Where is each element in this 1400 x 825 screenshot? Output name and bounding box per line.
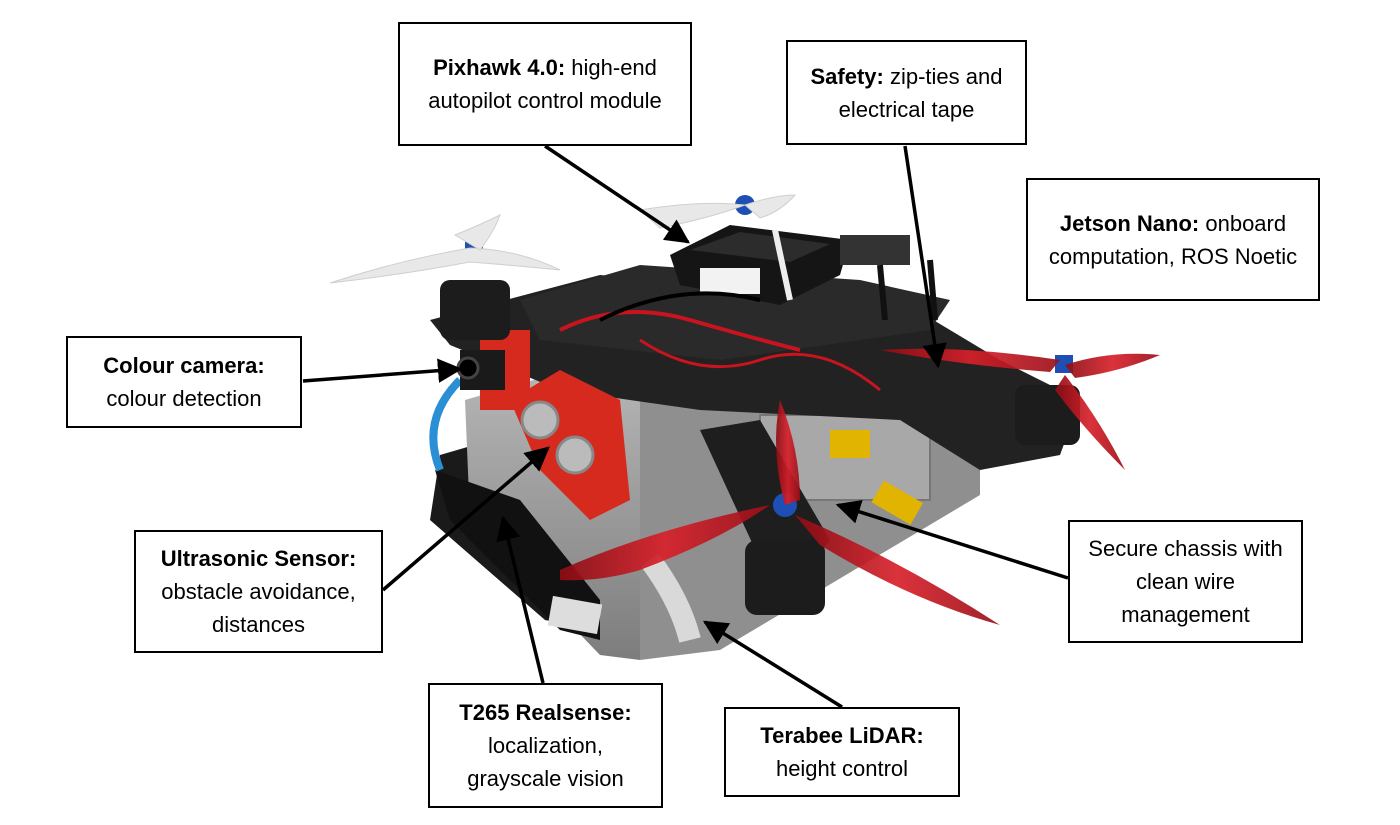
arrow-t265: [496, 515, 545, 684]
callout-title: Safety:: [810, 63, 884, 89]
callout-jetson: Jetson Nano: onboard computation, ROS No…: [1026, 178, 1320, 301]
arrow-pixhawk: [544, 144, 691, 244]
wire-red: [639, 338, 881, 392]
red-propeller: [776, 400, 800, 505]
xt60-connector: [830, 430, 870, 458]
drone: [329, 194, 1160, 660]
callout-chassis: Secure chassis with clean wire managemen…: [1068, 520, 1303, 643]
white-propeller: [638, 202, 746, 229]
callout-safety: Safety: zip-ties and electrical tape: [786, 40, 1027, 145]
xt60-connector: [871, 480, 923, 525]
standoff: [877, 264, 888, 321]
arrow-lidar: [702, 620, 843, 709]
pointer-arrows: [302, 144, 1069, 709]
camera-lens: [456, 356, 480, 380]
white-propeller: [453, 214, 501, 251]
wire-red: [559, 310, 801, 352]
wire-black: [599, 291, 761, 322]
red-propeller: [560, 505, 770, 581]
callout-lidar: Terabee LiDAR: height control: [724, 707, 960, 797]
callout-ultrasonic: Ultrasonic Sensor: obstacle avoidance, d…: [134, 530, 383, 653]
callout-title: Ultrasonic Sensor:: [160, 546, 357, 571]
red-propeller: [1055, 375, 1125, 470]
upper-deck: [520, 265, 950, 360]
red-propeller: [1065, 353, 1160, 378]
callout-title: T265 Realsense:: [459, 700, 632, 725]
pixhawk-connectors: [700, 268, 760, 294]
callout-text: high-end autopilot control module: [428, 55, 662, 113]
callout-text: Secure chassis with clean wire managemen…: [1088, 536, 1283, 627]
callout-t265: T265 Realsense: localization, grayscale …: [428, 683, 663, 808]
callout-title: Jetson Nano:: [1059, 210, 1200, 236]
callout-title: Terabee LiDAR:: [760, 723, 924, 748]
arrow-camera: [302, 358, 463, 383]
callout-colour-camera: Colour camera: colour detection: [66, 336, 302, 428]
pixhawk-top: [690, 232, 830, 262]
t265-lens: [547, 595, 603, 635]
ultrasonic-transducer: [555, 435, 595, 475]
standoff: [927, 259, 938, 321]
jetson-board: [840, 235, 910, 265]
callout-text: colour detection: [106, 386, 262, 411]
white-propeller: [744, 194, 797, 219]
wire-blue: [429, 377, 463, 472]
callout-text: onboard computation, ROS Noetic: [1048, 210, 1298, 269]
callout-title: Colour camera:: [103, 353, 265, 378]
zip-tie: [772, 229, 793, 301]
arrow-safety: [903, 145, 947, 369]
ribbon-cable: [641, 553, 701, 643]
callout-text: height control: [775, 756, 909, 781]
arrow-chassis: [835, 499, 1069, 580]
callout-pixhawk: Pixhawk 4.0: high-end autopilot control …: [398, 22, 692, 146]
callout-text: obstacle avoidance, distances: [161, 579, 356, 637]
callout-text: localization, grayscale vision: [467, 733, 624, 791]
arrow-ultrasonic: [381, 446, 550, 592]
red-propeller: [795, 515, 1000, 625]
callout-text: zip-ties and electrical tape: [838, 63, 1003, 122]
callout-title: Pixhawk 4.0:: [433, 55, 566, 80]
white-propeller: [329, 247, 561, 284]
ultrasonic-transducer: [520, 400, 560, 440]
